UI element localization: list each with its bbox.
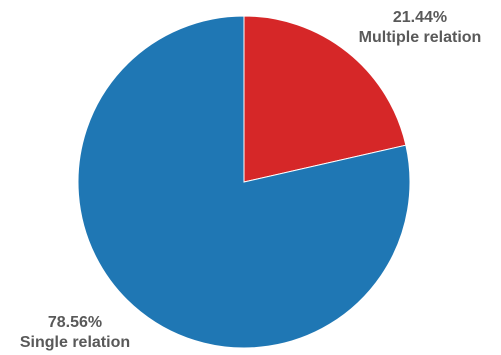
single-relation-slice <box>77 15 411 349</box>
multiple-relation-percent-label: 21.44% <box>393 9 447 26</box>
single-relation-percent-label: 78.56% <box>48 314 102 331</box>
pie-slices <box>77 15 411 349</box>
multiple-relation-name-label: Multiple relation <box>359 29 482 46</box>
multiple-relation-slice <box>243 15 407 183</box>
single-relation-name-label: Single relation <box>20 334 130 351</box>
